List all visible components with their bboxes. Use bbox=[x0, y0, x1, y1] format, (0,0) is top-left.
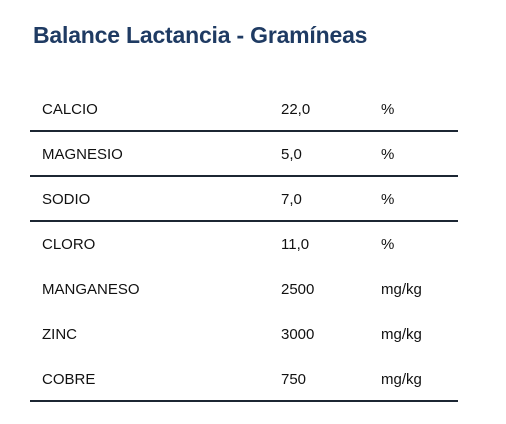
table: CALCIO 22,0% MAGNESIO 5,0% SODIO 7,0% CLORO 11,… bbox=[30, 87, 458, 402]
element-name: COBRE bbox=[42, 371, 96, 388]
unit: % bbox=[381, 146, 395, 163]
element-name: SODIO bbox=[42, 191, 91, 208]
table-row: CALCIO 22,0% bbox=[30, 87, 458, 132]
unit: mg/kg bbox=[381, 371, 422, 388]
value: 3000 bbox=[281, 326, 315, 343]
table-row: MAGNESIO 5,0% bbox=[30, 132, 458, 177]
element-name: CALCIO bbox=[42, 101, 98, 118]
unit: % bbox=[381, 236, 395, 253]
unit: % bbox=[381, 101, 395, 118]
table-row: SODIO 7,0% bbox=[30, 177, 458, 222]
unit: mg/kg bbox=[381, 281, 422, 298]
title: Balance Lactancia - Gramíneas bbox=[33, 22, 368, 48]
element-name: ZINC bbox=[42, 326, 77, 343]
table-row: COBRE 750 mg/kg bbox=[30, 357, 458, 402]
value: 22,0 bbox=[281, 101, 311, 118]
value: 11,0 bbox=[281, 236, 310, 253]
value: 750 bbox=[281, 371, 307, 388]
value: 5,0 bbox=[281, 146, 302, 163]
table-row: ZINC 3000 mg/kg bbox=[30, 312, 458, 357]
unit: mg/kg bbox=[381, 326, 422, 343]
unit: % bbox=[381, 191, 395, 208]
element-name: MANGANESO bbox=[42, 281, 140, 298]
table-row: CLORO 11,0% bbox=[30, 222, 458, 267]
value: 7,0 bbox=[281, 191, 302, 208]
element-name: CLORO bbox=[42, 236, 96, 253]
table-row: MANGANESO 2500 mg/kg bbox=[30, 267, 458, 312]
element-name: MAGNESIO bbox=[42, 146, 123, 163]
value: 2500 bbox=[281, 281, 315, 298]
